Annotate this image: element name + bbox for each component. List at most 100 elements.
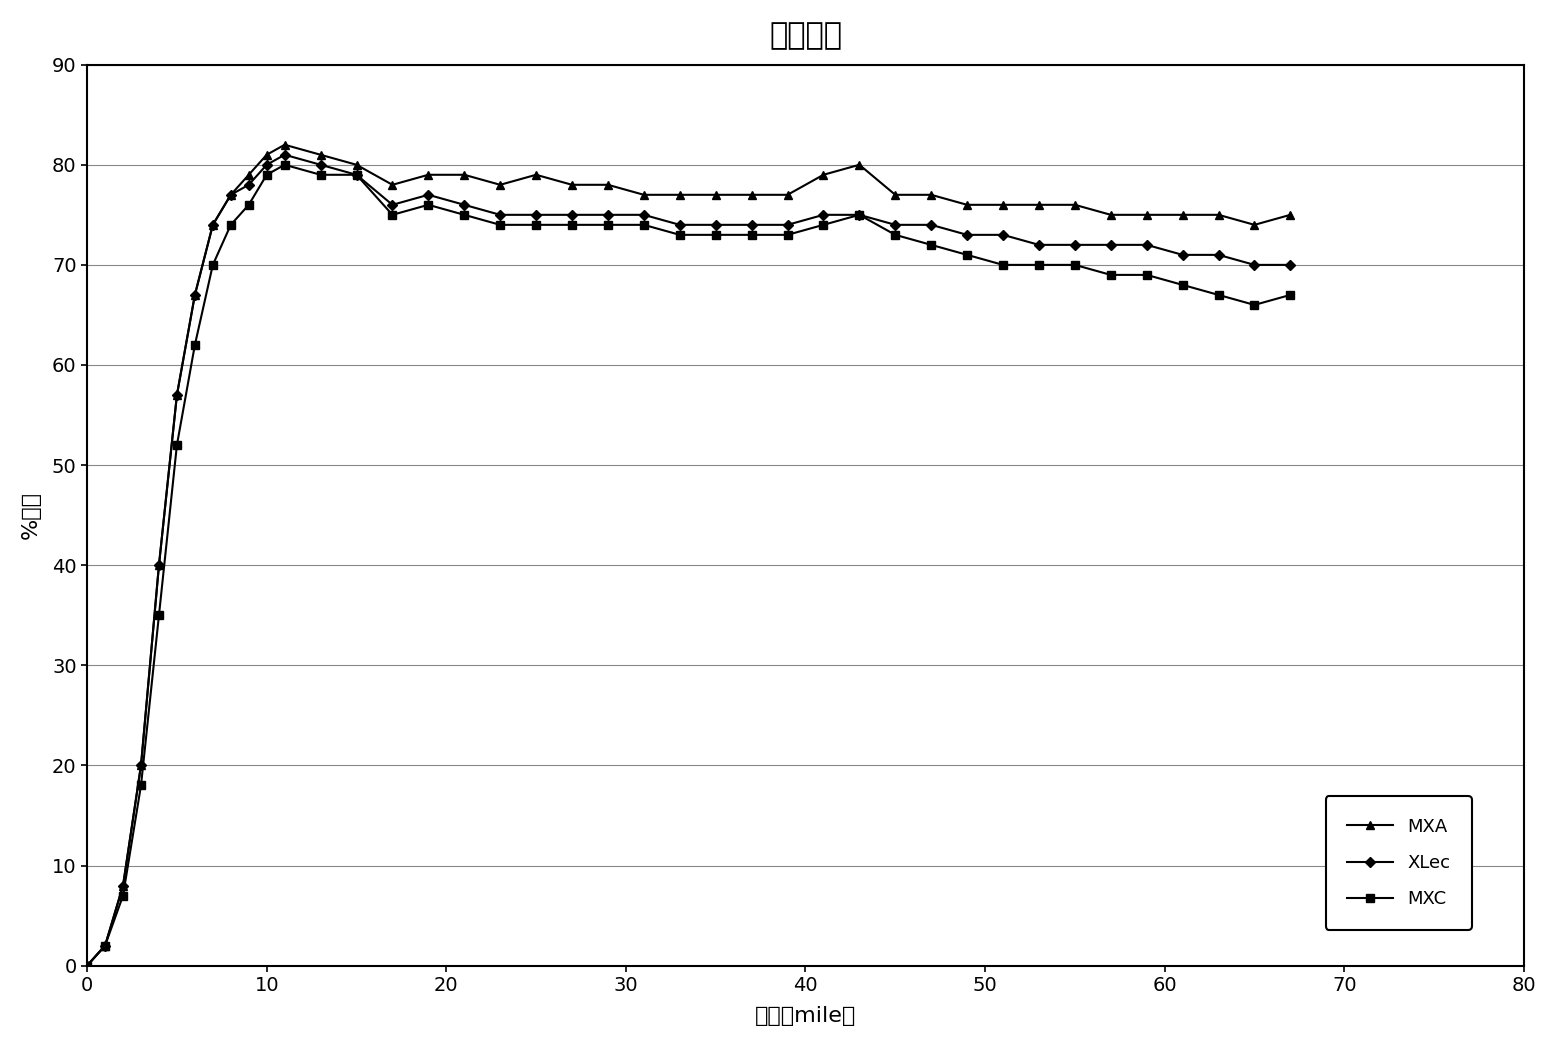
Line: MXC: MXC: [83, 160, 1294, 970]
XLec: [526, 208, 545, 221]
MXA: [562, 179, 581, 192]
XLec: [958, 228, 976, 241]
XLec: [78, 959, 97, 972]
MXC: [1246, 298, 1264, 311]
MXA: [635, 188, 654, 201]
XLec: [993, 228, 1012, 241]
MXA: [958, 199, 976, 211]
MXA: [526, 169, 545, 181]
MXA: [1281, 208, 1300, 221]
MXC: [311, 169, 330, 181]
MXC: [598, 219, 617, 231]
MXC: [168, 439, 187, 451]
Title: 性能曲线: 性能曲线: [769, 21, 842, 50]
MXA: [1137, 208, 1155, 221]
MXC: [490, 219, 509, 231]
MXC: [185, 338, 204, 351]
MXC: [204, 259, 223, 271]
MXC: [635, 219, 654, 231]
MXC: [1065, 259, 1084, 271]
XLec: [185, 289, 204, 302]
MXA: [993, 199, 1012, 211]
MXC: [886, 228, 905, 241]
MXA: [1029, 199, 1048, 211]
MXA: [1246, 219, 1264, 231]
MXA: [1210, 208, 1228, 221]
MXA: [886, 188, 905, 201]
XLec: [562, 208, 581, 221]
MXA: [240, 169, 258, 181]
MXC: [221, 219, 240, 231]
XLec: [419, 188, 438, 201]
MXA: [149, 559, 168, 572]
XLec: [814, 208, 833, 221]
MXA: [168, 388, 187, 401]
MXC: [78, 959, 97, 972]
MXA: [850, 158, 869, 171]
MXA: [455, 169, 473, 181]
MXA: [778, 188, 797, 201]
MXA: [78, 959, 97, 972]
MXA: [922, 188, 940, 201]
XLec: [1174, 248, 1193, 261]
MXC: [922, 239, 940, 251]
MXA: [383, 179, 402, 192]
XLec: [95, 939, 114, 952]
MXA: [1174, 208, 1193, 221]
MXC: [707, 228, 726, 241]
MXA: [95, 939, 114, 952]
Legend: MXA, XLec, MXC: MXA, XLec, MXC: [1327, 796, 1471, 930]
MXC: [743, 228, 761, 241]
MXC: [562, 219, 581, 231]
XLec: [132, 759, 151, 772]
XLec: [1246, 259, 1264, 271]
MXC: [526, 219, 545, 231]
MXC: [1029, 259, 1048, 271]
MXC: [1174, 279, 1193, 291]
XLec: [598, 208, 617, 221]
MXC: [257, 169, 276, 181]
XLec: [1210, 248, 1228, 261]
MXA: [347, 158, 366, 171]
MXC: [132, 779, 151, 792]
XLec: [257, 158, 276, 171]
MXA: [257, 149, 276, 161]
MXA: [311, 149, 330, 161]
MXC: [149, 609, 168, 622]
XLec: [455, 199, 473, 211]
XLec: [922, 219, 940, 231]
XLec: [347, 169, 366, 181]
XLec: [635, 208, 654, 221]
XLec: [204, 219, 223, 231]
XLec: [168, 388, 187, 401]
MXC: [114, 889, 132, 901]
XLec: [383, 199, 402, 211]
MXC: [1137, 269, 1155, 282]
MXA: [419, 169, 438, 181]
MXA: [671, 188, 690, 201]
XLec: [707, 219, 726, 231]
XLec: [1281, 259, 1300, 271]
XLec: [1137, 239, 1155, 251]
MXA: [1065, 199, 1084, 211]
MXC: [993, 259, 1012, 271]
MXC: [240, 199, 258, 211]
MXA: [598, 179, 617, 192]
MXC: [455, 208, 473, 221]
XLec: [850, 208, 869, 221]
MXA: [490, 179, 509, 192]
MXC: [1101, 269, 1119, 282]
MXA: [814, 169, 833, 181]
MXC: [276, 158, 294, 171]
XLec: [1101, 239, 1119, 251]
XLec: [490, 208, 509, 221]
Line: MXA: MXA: [83, 140, 1294, 970]
X-axis label: 距离（mile）: 距离（mile）: [755, 1006, 856, 1026]
XLec: [114, 879, 132, 892]
MXA: [743, 188, 761, 201]
XLec: [221, 188, 240, 201]
XLec: [1029, 239, 1048, 251]
XLec: [778, 219, 797, 231]
MXC: [347, 169, 366, 181]
MXA: [204, 219, 223, 231]
